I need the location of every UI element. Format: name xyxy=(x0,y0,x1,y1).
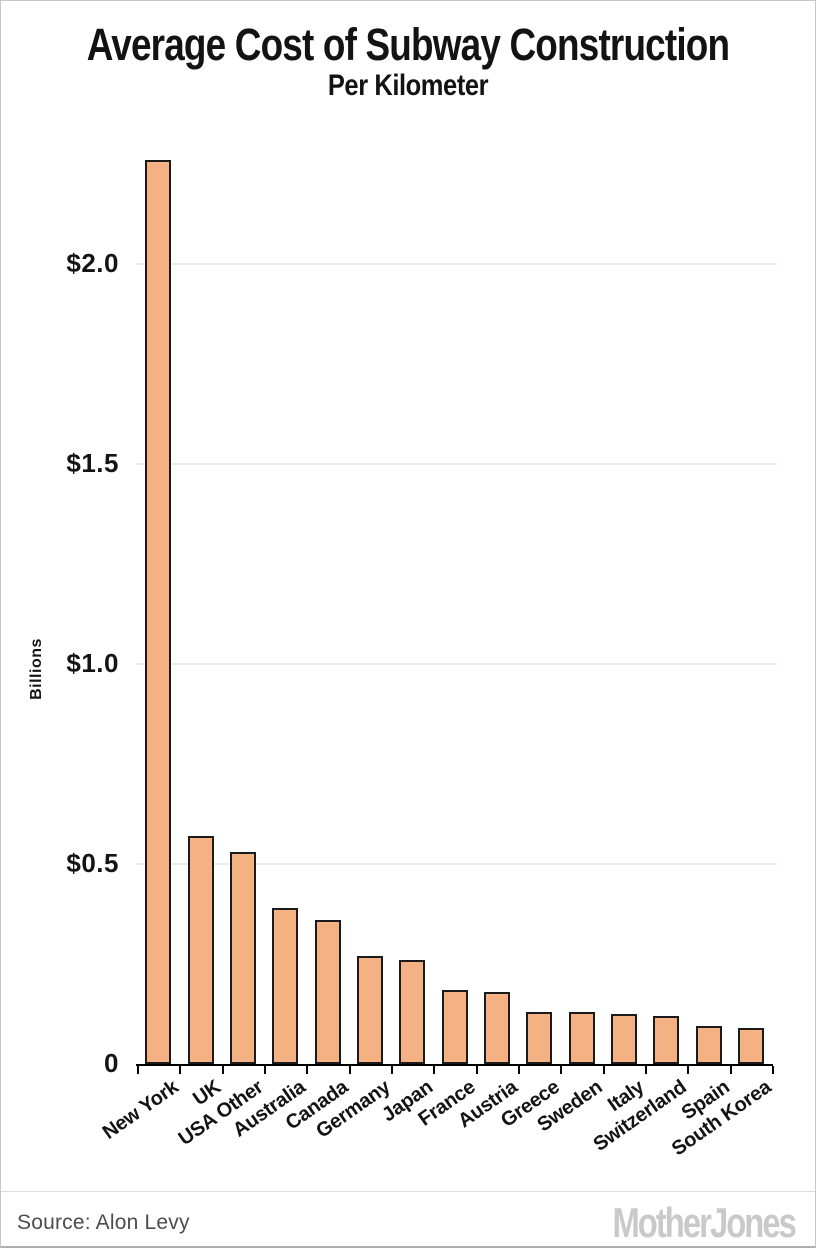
x-axis-tick xyxy=(222,1066,224,1074)
y-tick-label: $2.0 xyxy=(66,248,119,278)
x-axis-tick xyxy=(433,1066,435,1074)
x-axis-tick xyxy=(730,1066,732,1074)
x-axis-tick xyxy=(603,1066,605,1074)
bar xyxy=(188,836,214,1064)
chart-title: Average Cost of Subway Construction xyxy=(86,19,730,70)
gridline xyxy=(137,263,777,265)
y-tick-label: 0 xyxy=(104,1048,119,1078)
x-axis-tick xyxy=(264,1066,266,1074)
bar xyxy=(272,908,298,1064)
x-axis-tick xyxy=(306,1066,308,1074)
footer-divider xyxy=(1,1191,815,1192)
x-axis-tick xyxy=(518,1066,520,1074)
gridline xyxy=(137,463,777,465)
x-axis-tick xyxy=(772,1066,774,1074)
bar xyxy=(145,160,171,1064)
gridline xyxy=(137,863,777,865)
bar xyxy=(442,990,468,1064)
bar xyxy=(230,852,256,1064)
gridline xyxy=(137,663,777,665)
x-axis-tick xyxy=(645,1066,647,1074)
bar xyxy=(611,1014,637,1064)
mother-jones-logo: MotherJones xyxy=(612,1199,797,1246)
bar xyxy=(738,1028,764,1064)
source-credit: Source: Alon Levy xyxy=(17,1211,190,1234)
x-axis-tick xyxy=(687,1066,689,1074)
x-axis-tick xyxy=(476,1066,478,1074)
bar xyxy=(315,920,341,1064)
bar xyxy=(526,1012,552,1064)
y-tick-label: $1.0 xyxy=(66,648,119,678)
bar xyxy=(569,1012,595,1064)
x-category-label: New York xyxy=(98,1076,183,1144)
bar xyxy=(399,960,425,1064)
x-axis-tick xyxy=(349,1066,351,1074)
y-tick-label: $0.5 xyxy=(66,848,119,878)
bar xyxy=(484,992,510,1064)
x-axis-line xyxy=(136,1064,773,1066)
chart-subtitle: Per Kilometer xyxy=(327,69,489,102)
bar xyxy=(357,956,383,1064)
bar xyxy=(696,1026,722,1064)
bar xyxy=(653,1016,679,1064)
x-axis-tick xyxy=(560,1066,562,1074)
x-axis-tick xyxy=(179,1066,181,1074)
x-axis-tick xyxy=(391,1066,393,1074)
x-axis-tick xyxy=(137,1066,139,1074)
y-tick-label: $1.5 xyxy=(66,448,119,478)
